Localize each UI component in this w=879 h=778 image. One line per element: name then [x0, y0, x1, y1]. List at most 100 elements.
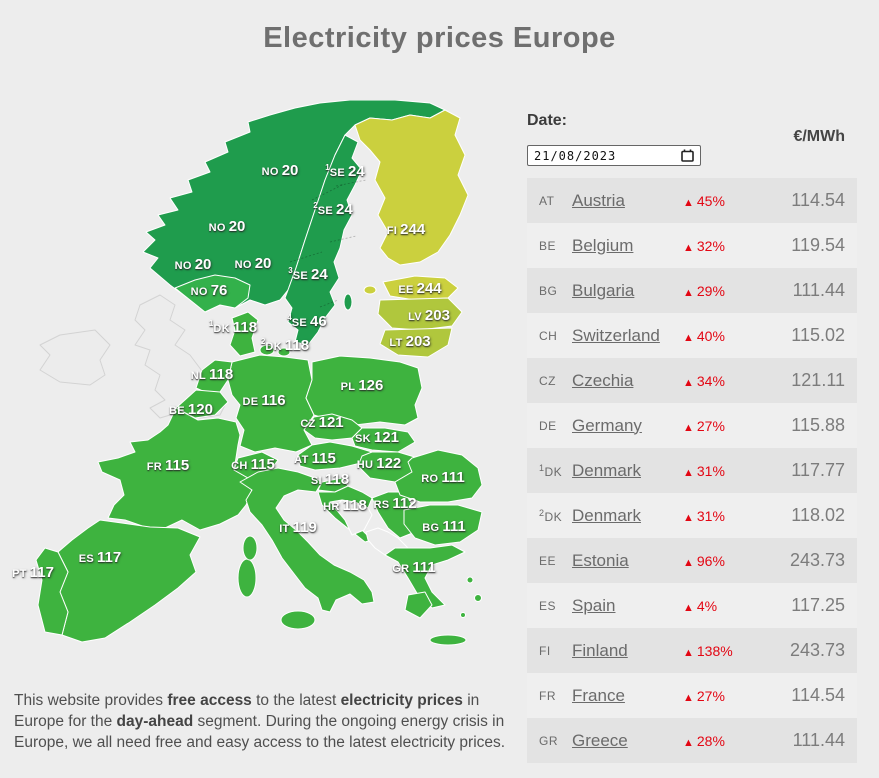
calendar-icon[interactable]: [681, 149, 694, 162]
country-link-denmark[interactable]: Denmark: [572, 505, 641, 525]
country-link-austria[interactable]: Austria: [572, 190, 625, 210]
country-latvia[interactable]: [377, 297, 463, 331]
up-triangle-icon: ▲: [683, 691, 694, 704]
table-row-bg: BG Bulgaria ▲ 29% 111.44: [527, 268, 857, 313]
price-change: ▲ 34%: [683, 372, 725, 389]
country-code: CZ: [539, 373, 556, 388]
price-value: 114.54: [791, 190, 845, 210]
date-label: Date:: [527, 112, 568, 129]
country-code: 2DK: [539, 507, 563, 524]
country-denmark-zealand[interactable]: [277, 347, 291, 357]
price-change: ▲ 4%: [683, 597, 718, 614]
description-text: This website provides: [14, 692, 168, 709]
island-aegean-1: [466, 576, 474, 584]
table-row-de: DE Germany ▲ 27% 115.88: [527, 403, 857, 448]
country-france[interactable]: [97, 407, 253, 531]
country-link-estonia[interactable]: Estonia: [572, 550, 629, 570]
country-link-germany[interactable]: Germany: [572, 415, 642, 435]
country-poland[interactable]: [305, 355, 423, 426]
country-bulgaria[interactable]: [403, 504, 483, 546]
country-estonia[interactable]: [382, 275, 459, 301]
country-link-greece[interactable]: Greece: [572, 730, 628, 750]
price-change: ▲ 27%: [683, 687, 725, 704]
table-row-ch: CH Switzerland ▲ 40% 115.02: [527, 313, 857, 358]
country-denmark-jutland[interactable]: [229, 311, 259, 357]
country-code: FR: [539, 688, 556, 703]
country-link-spain[interactable]: Spain: [572, 595, 616, 615]
price-change: ▲ 29%: [683, 282, 725, 299]
country-romania[interactable]: [394, 449, 483, 503]
price-value: 111.44: [792, 730, 845, 750]
price-value: 114.54: [791, 685, 845, 705]
country-greece[interactable]: [384, 544, 466, 609]
price-change: ▲ 28%: [683, 732, 725, 749]
date-input[interactable]: 21/08/2023: [527, 145, 701, 166]
price-change: ▲ 31%: [683, 462, 725, 479]
description-text: segment. During the ongoing energy crisi…: [14, 713, 506, 751]
price-value: 243.73: [789, 550, 845, 570]
description-bold-text: free access: [167, 692, 252, 709]
country-link-belgium[interactable]: Belgium: [572, 235, 634, 255]
price-value: 118.02: [791, 505, 845, 525]
map-svg: [35, 100, 483, 646]
country-code: 1DK: [539, 462, 563, 479]
country-spain[interactable]: [57, 519, 201, 643]
table-row-ee: EE Estonia ▲ 96% 243.73: [527, 538, 857, 583]
country-germany[interactable]: [227, 354, 315, 453]
price-value: 111.44: [792, 280, 845, 300]
country-finland[interactable]: [354, 109, 469, 266]
country-code: EE: [539, 553, 557, 568]
island-saaremaa: [363, 285, 377, 295]
price-value: 243.73: [789, 640, 845, 660]
table-row-be: BE Belgium ▲ 32% 119.54: [527, 223, 857, 268]
up-triangle-icon: ▲: [683, 331, 694, 344]
up-triangle-icon: ▲: [683, 736, 694, 749]
country-link-finland[interactable]: Finland: [572, 640, 628, 660]
country-ireland-outline: [39, 329, 111, 386]
country-netherlands[interactable]: [195, 359, 233, 393]
island-gotland: [343, 293, 353, 311]
country-lithuania[interactable]: [379, 327, 453, 358]
up-triangle-icon: ▲: [683, 646, 694, 659]
price-value: 115.88: [791, 415, 845, 435]
up-triangle-icon: ▲: [683, 511, 694, 524]
country-link-switzerland[interactable]: Switzerland: [572, 325, 660, 345]
price-table: AT Austria ▲ 45% 114.54 BE Belgium ▲ 32% 119.54 BG…: [527, 178, 857, 763]
table-row-at: AT Austria ▲ 45% 114.54: [527, 178, 857, 223]
country-bosnia-nodata: [334, 499, 373, 536]
country-link-czechia[interactable]: Czechia: [572, 370, 634, 390]
up-triangle-icon: ▲: [683, 286, 694, 299]
country-link-denmark[interactable]: Denmark: [572, 460, 641, 480]
table-row-dk1: 1DK Denmark ▲ 31% 117.77: [527, 448, 857, 493]
up-triangle-icon: ▲: [683, 556, 694, 569]
country-code: ES: [539, 598, 557, 613]
table-row-cz: CZ Czechia ▲ 34% 121.11: [527, 358, 857, 403]
country-link-france[interactable]: France: [572, 685, 625, 705]
country-sweden[interactable]: [284, 134, 363, 346]
country-code: FI: [539, 643, 551, 658]
table-row-fr: FR France ▲ 27% 114.54: [527, 673, 857, 718]
table-row-es: ES Spain ▲ 4% 117.25: [527, 583, 857, 628]
island-crete: [429, 634, 467, 646]
prices-panel: Date: €/MWh 21/08/2023 AT Austria ▲ 45% 114.…: [527, 0, 857, 778]
country-slovakia[interactable]: [351, 427, 416, 453]
country-denmark-funen[interactable]: [259, 344, 275, 356]
country-portugal[interactable]: [35, 547, 69, 636]
price-change: ▲ 40%: [683, 327, 725, 344]
country-link-bulgaria[interactable]: Bulgaria: [572, 280, 635, 300]
country-code: BE: [539, 238, 557, 253]
country-code: DE: [539, 418, 557, 433]
bidding-zone-borders: [289, 179, 367, 308]
island-corsica: [242, 535, 258, 561]
country-code: CH: [539, 328, 558, 343]
description-text: to the latest: [251, 692, 341, 709]
site-description: This website provides free access to the…: [14, 690, 514, 753]
price-value: 115.02: [791, 325, 845, 345]
up-triangle-icon: ▲: [683, 601, 694, 614]
country-code: AT: [539, 193, 555, 208]
table-row-fi: FI Finland ▲ 138% 243.73: [527, 628, 857, 673]
country-norway-zone-south[interactable]: [174, 274, 251, 313]
up-triangle-icon: ▲: [683, 421, 694, 434]
price-value: 117.77: [791, 460, 845, 480]
